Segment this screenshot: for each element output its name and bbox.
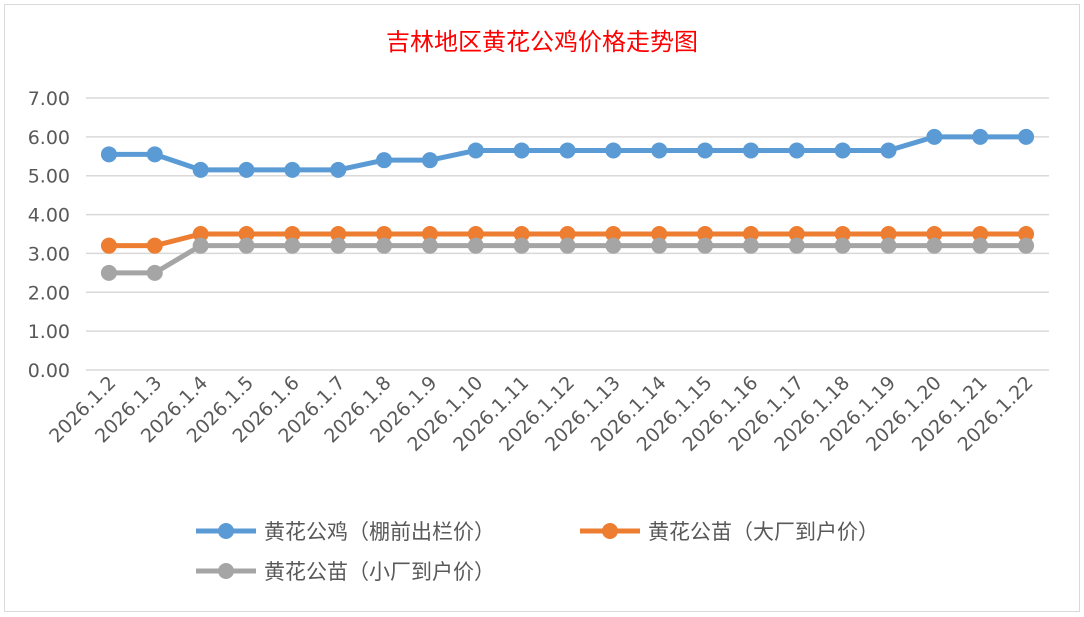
data-point	[238, 237, 255, 254]
data-point	[651, 142, 668, 159]
legend-item: 黄花公苗（小厂到户价）	[196, 560, 495, 584]
data-point	[376, 237, 393, 254]
data-point	[559, 142, 576, 159]
data-point	[513, 237, 530, 254]
data-point	[467, 142, 484, 159]
legend-label: 黄花公苗（小厂到户价）	[264, 560, 495, 584]
data-point	[651, 237, 668, 254]
y-tick-label: 5.00	[28, 166, 70, 188]
data-point	[742, 237, 759, 254]
data-point	[742, 226, 759, 242]
data-point	[238, 161, 255, 178]
data-point	[605, 142, 622, 159]
data-point	[376, 226, 393, 242]
data-point	[972, 128, 989, 145]
y-tick-label: 0.00	[28, 360, 70, 382]
data-point	[284, 226, 301, 242]
y-tick-label: 3.00	[28, 243, 70, 265]
data-point	[146, 146, 163, 163]
data-point	[926, 128, 943, 145]
y-tick-label: 4.00	[28, 205, 70, 227]
legend-swatch-marker	[218, 563, 234, 579]
data-point	[100, 146, 117, 163]
data-point	[330, 226, 347, 242]
y-tick-label: 2.00	[28, 282, 70, 304]
data-point	[926, 226, 943, 242]
legend-swatch-marker	[218, 523, 234, 539]
data-point	[284, 161, 301, 178]
data-point	[972, 237, 989, 254]
data-point	[559, 237, 576, 254]
data-point	[376, 152, 393, 169]
legend-label: 黄花公鸡（棚前出栏价）	[264, 520, 495, 544]
data-point	[467, 226, 484, 242]
data-point	[880, 142, 897, 159]
data-point	[605, 237, 622, 254]
data-point	[146, 264, 163, 281]
data-point	[192, 226, 209, 242]
chart-title: 吉林地区黄花公鸡价格走势图	[386, 28, 698, 56]
data-point	[192, 161, 209, 178]
data-point	[467, 237, 484, 254]
data-point	[697, 237, 714, 254]
data-point	[742, 142, 759, 159]
data-point	[421, 226, 438, 242]
data-point	[100, 264, 117, 281]
data-point	[284, 237, 301, 254]
data-point	[1018, 237, 1035, 254]
data-point	[1018, 226, 1035, 242]
data-point	[880, 237, 897, 254]
data-point	[880, 226, 897, 242]
data-point	[192, 237, 209, 254]
data-point	[330, 237, 347, 254]
data-point	[834, 237, 851, 254]
data-point	[926, 237, 943, 254]
data-point	[421, 237, 438, 254]
y-tick-label: 6.00	[28, 127, 70, 149]
y-tick-label: 1.00	[28, 321, 70, 343]
data-point	[1018, 128, 1035, 145]
legend-swatch-marker	[602, 523, 618, 539]
data-point	[788, 226, 805, 242]
data-point	[834, 226, 851, 242]
data-point	[651, 226, 668, 242]
data-point	[513, 142, 530, 159]
legend-item: 黄花公苗（大厂到户价）	[580, 520, 879, 544]
data-point	[559, 226, 576, 242]
data-point	[605, 226, 622, 242]
data-point	[972, 226, 989, 242]
legend-item: 黄花公鸡（棚前出栏价）	[196, 520, 495, 544]
data-point	[788, 142, 805, 159]
y-tick-label: 7.00	[28, 88, 70, 110]
data-point	[100, 237, 117, 254]
data-point	[421, 152, 438, 169]
data-point	[697, 226, 714, 242]
chart-frame	[4, 4, 1080, 612]
data-point	[238, 226, 255, 242]
data-point	[834, 142, 851, 159]
data-point	[788, 237, 805, 254]
data-point	[513, 226, 530, 242]
legend-label: 黄花公苗（大厂到户价）	[648, 520, 879, 544]
data-point	[697, 142, 714, 159]
data-point	[330, 161, 347, 178]
data-point	[146, 237, 163, 254]
